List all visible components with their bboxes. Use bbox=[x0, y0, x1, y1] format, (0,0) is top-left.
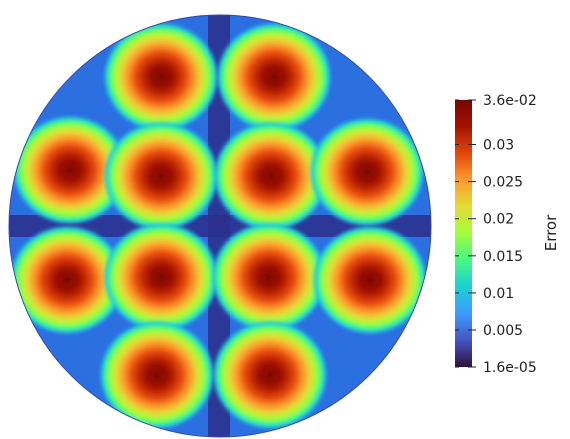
error-hotspot-12 bbox=[212, 320, 328, 430]
error-hotspot-9 bbox=[211, 222, 327, 332]
error-hotspot-4 bbox=[103, 121, 219, 231]
colorbar-tick-label: 1.6e-05 bbox=[483, 360, 537, 376]
colorbar-title: Error bbox=[542, 214, 560, 251]
colorbar-ticks: 3.6e-02 0.03 0.025 0.02 0.015 0.01 0.005 1.6e-0… bbox=[455, 93, 537, 376]
colorbar-tick-label: 0.01 bbox=[483, 286, 514, 302]
error-hotspots bbox=[9, 22, 428, 430]
error-hotspot-2 bbox=[216, 22, 332, 132]
color-legend: 3.6e-02 0.03 0.025 0.02 0.015 0.01 0.005 1.6e-0… bbox=[455, 93, 560, 376]
error-hotspot-7 bbox=[9, 225, 125, 335]
error-field-layer bbox=[9, 15, 431, 437]
colorbar-tick-label: 3.6e-02 bbox=[483, 93, 537, 109]
error-hotspot-3 bbox=[12, 115, 128, 225]
error-hotspot-1 bbox=[103, 22, 219, 132]
disk-outline bbox=[8, 14, 432, 438]
colorbar-tick-label: 0.015 bbox=[483, 249, 523, 265]
error-hotspot-8 bbox=[103, 222, 219, 332]
colorbar-tick-label: 0.02 bbox=[483, 212, 514, 228]
error-hotspot-11 bbox=[99, 320, 215, 430]
low-error-band-horizontal bbox=[9, 215, 431, 237]
colorbar bbox=[455, 100, 472, 367]
colorbar-tick-label: 0.005 bbox=[483, 323, 523, 339]
colorbar-tick-label: 0.03 bbox=[483, 138, 514, 154]
error-hotspot-6 bbox=[309, 117, 425, 227]
error-hotspot-5 bbox=[213, 121, 329, 231]
error-field-disk bbox=[8, 14, 432, 438]
error-hotspot-10 bbox=[312, 225, 428, 335]
colorbar-tick-label: 0.025 bbox=[483, 175, 523, 191]
